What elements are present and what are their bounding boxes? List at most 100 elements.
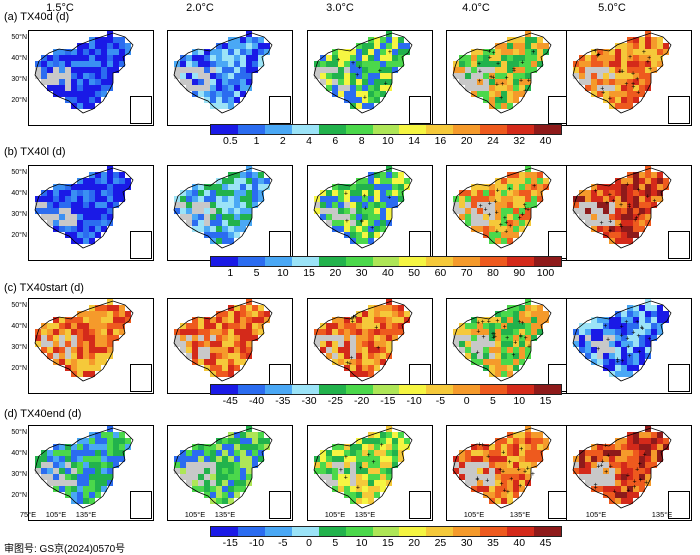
grid-cell bbox=[204, 317, 210, 323]
grid-cell bbox=[537, 456, 543, 462]
colorbar-tick-label: 1 bbox=[253, 135, 260, 147]
colorbar-swatch bbox=[264, 257, 292, 266]
grid-cell bbox=[77, 444, 83, 450]
grid-cell bbox=[507, 492, 513, 498]
grid-cell bbox=[525, 329, 531, 335]
grid-cell bbox=[107, 214, 113, 220]
grid-cell bbox=[101, 208, 107, 214]
china-map bbox=[34, 31, 134, 114]
grid-cell bbox=[483, 480, 489, 486]
grid-cell bbox=[525, 37, 531, 43]
significance-marker: + bbox=[635, 319, 639, 326]
latitude-tick: 40°N bbox=[11, 323, 27, 330]
grid-cell bbox=[639, 353, 645, 359]
grid-cell bbox=[252, 317, 258, 323]
grid-cell bbox=[71, 85, 77, 91]
grid-cell bbox=[639, 178, 645, 184]
grid-cell bbox=[513, 432, 519, 438]
grid-cell bbox=[47, 196, 53, 202]
grid-cell bbox=[338, 450, 344, 456]
map-panel: + + + + + + + + + + + + + + + + + + + bbox=[566, 165, 692, 261]
grid-cell bbox=[501, 323, 507, 329]
significance-marker: + bbox=[627, 202, 631, 209]
grid-cell bbox=[119, 456, 125, 462]
grid-cell bbox=[597, 208, 603, 214]
grid-cell bbox=[392, 67, 398, 73]
grid-cell bbox=[657, 317, 663, 323]
grid-cell bbox=[326, 196, 332, 202]
grid-cell bbox=[633, 61, 639, 67]
grid-cell bbox=[204, 73, 210, 79]
grid-cell bbox=[386, 311, 392, 317]
grid-cell bbox=[368, 178, 374, 184]
grid-cell bbox=[663, 43, 669, 49]
grid-cell bbox=[77, 55, 83, 61]
grid-cell bbox=[95, 474, 101, 480]
grid-cell bbox=[483, 208, 489, 214]
grid-cell bbox=[186, 190, 192, 196]
grid-cell bbox=[477, 67, 483, 73]
grid-cell bbox=[633, 190, 639, 196]
grid-cell bbox=[609, 196, 615, 202]
grid-cell bbox=[645, 214, 651, 220]
grid-cell bbox=[246, 196, 252, 202]
grid-cell bbox=[398, 323, 404, 329]
grid-cell bbox=[216, 190, 222, 196]
grid-cell bbox=[513, 232, 519, 238]
grid-cell bbox=[513, 456, 519, 462]
grid-cell bbox=[639, 214, 645, 220]
grid-cell bbox=[59, 323, 65, 329]
grid-cell bbox=[59, 79, 65, 85]
grid-cell bbox=[368, 91, 374, 97]
grid-cell bbox=[362, 371, 368, 377]
grid-cell bbox=[639, 335, 645, 341]
grid-cell bbox=[113, 323, 119, 329]
grid-cell bbox=[362, 103, 368, 109]
grid-cell bbox=[639, 49, 645, 55]
grid-cell bbox=[89, 202, 95, 208]
grid-cell bbox=[53, 61, 59, 67]
grid-cell bbox=[362, 85, 368, 91]
grid-cell bbox=[65, 335, 71, 341]
grid-cell bbox=[89, 462, 95, 468]
grid-cell bbox=[222, 79, 228, 85]
grid-cell bbox=[174, 202, 180, 208]
grid-cell bbox=[83, 468, 89, 474]
grid-cell bbox=[180, 196, 186, 202]
grid-cell bbox=[579, 61, 585, 67]
grid-cell bbox=[228, 311, 234, 317]
grid-cell bbox=[657, 49, 663, 55]
grid-cell bbox=[489, 462, 495, 468]
significance-marker: + bbox=[362, 193, 366, 200]
grid-cell bbox=[216, 317, 222, 323]
grid-cell bbox=[519, 208, 525, 214]
grid-cell bbox=[234, 55, 240, 61]
grid-cell bbox=[89, 178, 95, 184]
grid-cell bbox=[633, 202, 639, 208]
grid-cell bbox=[246, 190, 252, 196]
grid-cell bbox=[459, 450, 465, 456]
grid-cell bbox=[107, 468, 113, 474]
grid-cell bbox=[627, 196, 633, 202]
grid-cell bbox=[477, 226, 483, 232]
grid-cell bbox=[77, 486, 83, 492]
grid-cell bbox=[71, 220, 77, 226]
grid-cell bbox=[350, 444, 356, 450]
grid-cell bbox=[180, 190, 186, 196]
grid-cell bbox=[663, 317, 669, 323]
grid-cell bbox=[59, 49, 65, 55]
grid-cell bbox=[513, 67, 519, 73]
grid-cell bbox=[477, 317, 483, 323]
grid-cell bbox=[119, 43, 125, 49]
grid-cell bbox=[597, 456, 603, 462]
grid-cell bbox=[228, 196, 234, 202]
grid-cell bbox=[537, 55, 543, 61]
row-label: (c) TX40start (d) bbox=[4, 282, 84, 294]
grid-cell bbox=[186, 468, 192, 474]
grid-cell bbox=[471, 329, 477, 335]
grid-cell bbox=[65, 341, 71, 347]
grid-cell bbox=[633, 73, 639, 79]
grid-cell bbox=[483, 353, 489, 359]
grid-cell bbox=[398, 184, 404, 190]
grid-cell bbox=[228, 238, 234, 244]
